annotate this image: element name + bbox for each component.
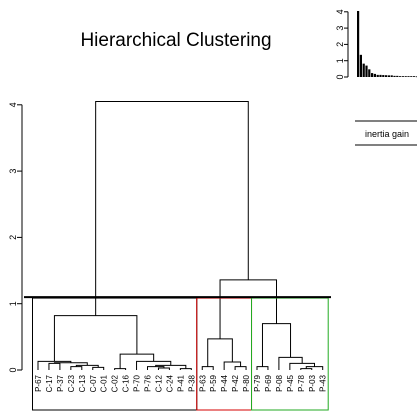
inertia-bar — [371, 73, 374, 77]
leaf-label: P-37 — [56, 374, 65, 391]
leaf-label: P-03 — [308, 374, 317, 391]
dendrogram-branch — [48, 362, 61, 370]
leaf-label: P-42 — [231, 374, 240, 391]
inertia-bar — [365, 65, 368, 77]
dendrogram-branch — [234, 366, 247, 370]
dendrogram-branch — [157, 367, 170, 370]
chart-title: Hierarchical Clustering — [80, 30, 272, 51]
y-tick-label: 4 — [8, 102, 18, 107]
cluster-box — [251, 297, 329, 411]
inertia-bar — [376, 74, 379, 77]
inset-y-tick-label: 0 — [335, 74, 345, 79]
inset-y-tick-label: 2 — [335, 42, 345, 47]
inertia-bar — [415, 76, 417, 78]
inset-y-tick-label: 1 — [335, 58, 345, 63]
dendrogram-branch — [179, 368, 192, 370]
leaf-label: P-69 — [264, 374, 273, 391]
dendrogram-branch — [92, 366, 105, 370]
inertia-bar — [385, 75, 388, 77]
leaf-label: P-67 — [34, 374, 43, 391]
y-tick-label: 2 — [8, 235, 18, 240]
leaf-label: C-02 — [111, 374, 120, 392]
dendrogram-branch — [300, 368, 313, 370]
dendrogram-tree — [37, 100, 324, 370]
leaf-label: P-44 — [220, 374, 229, 391]
leaf-label: P-70 — [133, 374, 142, 391]
inertia-bar — [404, 76, 407, 77]
inertia-bar — [413, 76, 416, 77]
inertia-bar — [401, 76, 404, 77]
leaf-label: P-63 — [198, 374, 207, 391]
dendrogram-branch — [219, 279, 278, 339]
leaf-labels: P-67 C-17 P-37 C-23 C-13 C-07 C-01 C-02 C-16 P-70… — [34, 374, 328, 392]
leaf-label: C-01 — [100, 374, 109, 392]
leaf-label: P-78 — [297, 374, 306, 391]
dendrogram-branch — [256, 366, 269, 370]
leaf-label: P-41 — [176, 374, 185, 391]
dendrogram-branch — [261, 323, 292, 367]
inertia-bar — [407, 76, 410, 77]
leaf-label: P-43 — [319, 374, 328, 391]
inertia-bar — [382, 75, 385, 77]
leaf-label: P-38 — [187, 374, 196, 391]
inertia-gain-inset: 0 1 2 3 4 inertia gain — [335, 9, 417, 146]
inertia-bar — [379, 74, 382, 77]
inertia-bar — [357, 10, 360, 77]
inertia-bar — [368, 69, 371, 77]
inertia-bar — [396, 75, 399, 77]
inertia-bar — [387, 75, 390, 77]
dendrogram-branch — [114, 368, 127, 370]
leaf-label: C-07 — [89, 374, 98, 392]
leaf-label: P-79 — [253, 374, 262, 391]
dendrogram-branch — [223, 361, 242, 370]
y-tick-label: 1 — [8, 301, 18, 306]
inertia-bar — [362, 63, 365, 77]
leaf-label: P-80 — [242, 374, 251, 391]
dendrogram-branch — [70, 366, 83, 370]
y-tick-label: 0 — [8, 367, 18, 372]
leaf-label: C-16 — [122, 374, 131, 392]
leaf-label: P-08 — [275, 374, 284, 391]
dendrogram-branch — [201, 366, 214, 370]
leaf-label: P-45 — [286, 374, 295, 391]
leaf-label: C-23 — [67, 374, 76, 392]
inertia-bar — [359, 54, 362, 77]
inertia-bar — [390, 75, 393, 77]
dendrogram-branch — [95, 100, 249, 316]
inertia-gain-label: inertia gain — [365, 129, 409, 139]
leaf-label: P-59 — [209, 374, 218, 391]
leaf-label: P-76 — [144, 374, 153, 391]
inertia-bar — [393, 75, 396, 77]
leaf-label: C-12 — [154, 374, 163, 392]
leaf-label: C-24 — [165, 374, 174, 392]
inertia-bar — [399, 76, 402, 77]
leaf-label: C-13 — [78, 374, 87, 392]
inertia-bar — [410, 76, 413, 77]
y-axis: 0 1 2 3 4 — [8, 102, 23, 373]
leaf-label: C-17 — [45, 374, 54, 392]
inset-y-tick-label: 3 — [335, 26, 345, 31]
y-tick-label: 3 — [8, 169, 18, 174]
inertia-bar — [373, 73, 376, 77]
inset-y-tick-label: 4 — [335, 9, 345, 14]
cluster-box — [196, 297, 253, 411]
